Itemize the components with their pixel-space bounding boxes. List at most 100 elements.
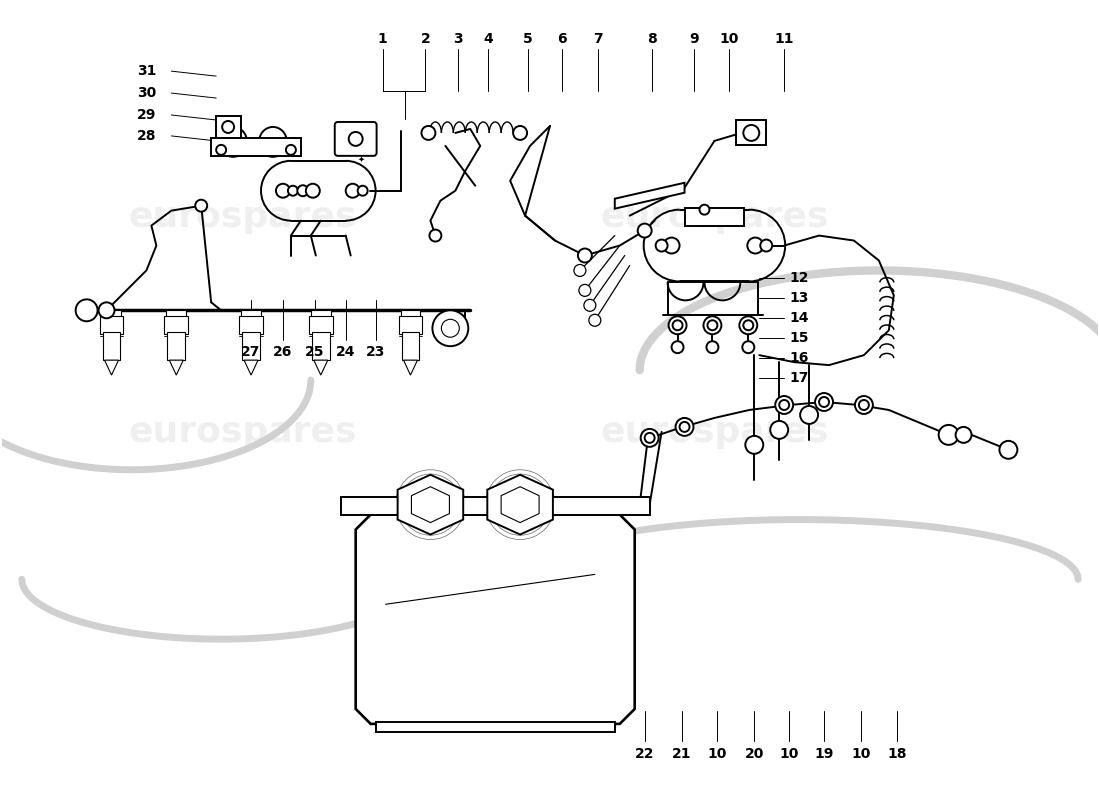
Text: 19: 19: [814, 746, 834, 761]
Bar: [309, 316, 333, 334]
Circle shape: [640, 429, 659, 447]
Text: 20: 20: [745, 746, 764, 761]
Circle shape: [579, 285, 591, 296]
Circle shape: [744, 125, 759, 141]
Circle shape: [700, 205, 710, 214]
Circle shape: [195, 200, 207, 212]
Circle shape: [672, 320, 682, 330]
Polygon shape: [487, 474, 553, 534]
Circle shape: [855, 396, 873, 414]
Circle shape: [707, 320, 717, 330]
Polygon shape: [244, 360, 258, 375]
Circle shape: [297, 186, 308, 196]
Text: 30: 30: [136, 86, 156, 100]
Text: 10: 10: [719, 32, 739, 46]
Text: 7: 7: [593, 32, 603, 46]
Circle shape: [744, 320, 754, 330]
Text: eurospares: eurospares: [601, 415, 828, 449]
Circle shape: [306, 184, 320, 198]
Circle shape: [286, 145, 296, 155]
Text: 8: 8: [647, 32, 657, 46]
Circle shape: [746, 436, 763, 454]
Circle shape: [584, 299, 596, 311]
Bar: [164, 316, 188, 334]
Polygon shape: [397, 474, 463, 534]
Circle shape: [588, 314, 601, 326]
Text: 14: 14: [790, 311, 808, 326]
Bar: [217, 116, 241, 138]
Bar: [375, 722, 615, 732]
Circle shape: [578, 249, 592, 262]
Text: 24: 24: [336, 345, 355, 359]
Polygon shape: [615, 182, 684, 209]
Circle shape: [217, 145, 227, 155]
Bar: [166, 310, 186, 318]
Bar: [100, 316, 123, 334]
Text: 29: 29: [136, 108, 156, 122]
Bar: [402, 332, 419, 360]
Bar: [101, 310, 121, 318]
Polygon shape: [411, 486, 450, 522]
Circle shape: [779, 400, 789, 410]
Text: 27: 27: [241, 345, 261, 359]
Circle shape: [99, 302, 114, 318]
Text: 16: 16: [790, 351, 808, 365]
Text: 10: 10: [780, 746, 799, 761]
Polygon shape: [314, 360, 328, 375]
Bar: [167, 332, 185, 360]
Circle shape: [76, 299, 98, 322]
Circle shape: [770, 421, 789, 439]
Circle shape: [1000, 441, 1018, 458]
Text: 17: 17: [790, 371, 808, 385]
Circle shape: [421, 126, 436, 140]
Circle shape: [742, 342, 755, 353]
Text: 11: 11: [774, 32, 794, 46]
Circle shape: [675, 418, 693, 436]
Bar: [398, 316, 422, 334]
Circle shape: [938, 425, 958, 445]
Circle shape: [432, 310, 469, 346]
Text: 22: 22: [635, 746, 654, 761]
Text: 10: 10: [707, 746, 727, 761]
Bar: [684, 208, 745, 226]
Polygon shape: [104, 360, 119, 375]
Circle shape: [820, 397, 829, 407]
Circle shape: [663, 238, 680, 254]
Text: 21: 21: [672, 746, 691, 761]
Bar: [311, 310, 331, 318]
Circle shape: [441, 319, 460, 338]
Bar: [736, 120, 767, 145]
Text: 6: 6: [557, 32, 566, 46]
Text: eurospares: eurospares: [601, 200, 828, 234]
Circle shape: [288, 186, 298, 196]
Text: 25: 25: [305, 345, 324, 359]
Circle shape: [672, 342, 683, 353]
Circle shape: [349, 132, 363, 146]
Text: 1: 1: [377, 32, 387, 46]
Bar: [211, 138, 301, 156]
Circle shape: [358, 186, 367, 196]
Circle shape: [800, 406, 818, 424]
Bar: [239, 316, 263, 334]
Text: 2: 2: [420, 32, 430, 46]
Text: eurospares: eurospares: [129, 200, 358, 234]
Circle shape: [638, 224, 651, 238]
Circle shape: [656, 239, 668, 251]
Circle shape: [747, 238, 763, 254]
Circle shape: [680, 422, 690, 432]
Text: eurospares: eurospares: [129, 415, 358, 449]
Text: 12: 12: [790, 271, 808, 286]
Text: 31: 31: [136, 64, 156, 78]
Bar: [102, 332, 121, 360]
Circle shape: [222, 121, 234, 133]
Circle shape: [704, 316, 722, 334]
Circle shape: [776, 396, 793, 414]
Circle shape: [276, 184, 290, 198]
Text: 18: 18: [887, 746, 906, 761]
Text: 13: 13: [790, 291, 808, 306]
Text: 3: 3: [453, 32, 463, 46]
Text: 23: 23: [366, 345, 385, 359]
Text: 5: 5: [524, 32, 534, 46]
Circle shape: [513, 126, 527, 140]
Polygon shape: [169, 360, 184, 375]
